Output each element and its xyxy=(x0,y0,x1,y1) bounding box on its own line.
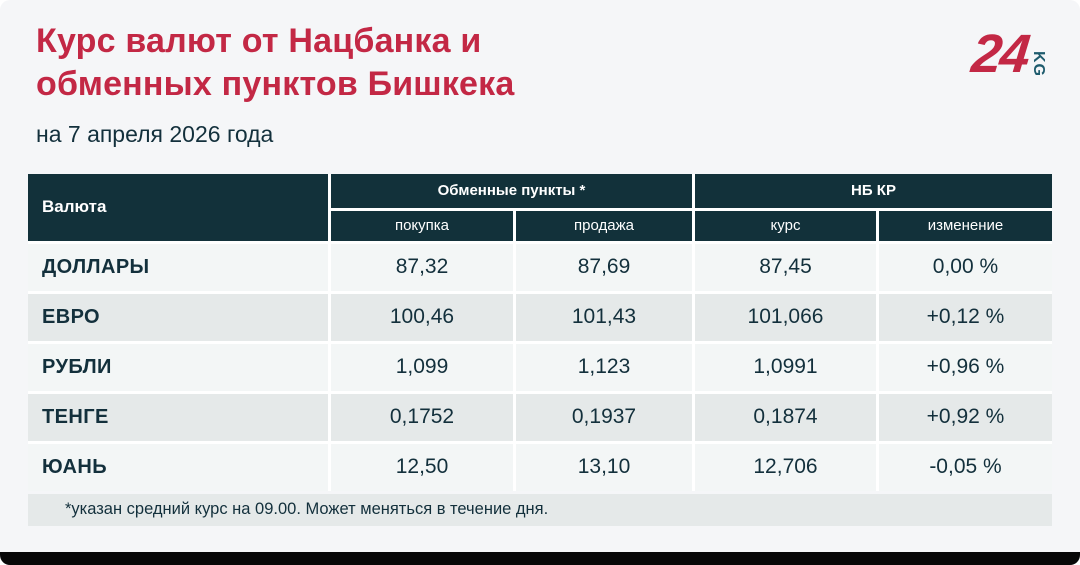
header-rate: курс xyxy=(695,210,876,241)
row-euro-name: ЕВРО xyxy=(28,293,328,341)
logo-24-icon: 24 xyxy=(968,24,1032,84)
row-dollars-change: 0,00 % xyxy=(879,243,1052,291)
header-currency: Валюта xyxy=(28,173,328,241)
row-yuan-buy: 12,50 xyxy=(331,443,513,491)
footnote-bar: *указан средний курс на 09.00. Может мен… xyxy=(28,493,1052,526)
row-rubles-name: РУБЛИ xyxy=(28,343,328,391)
row-tenge-name: ТЕНГЕ xyxy=(28,393,328,441)
header: Курс валют от Нацбанка и обменных пункто… xyxy=(0,0,1080,148)
logo-24kg: 24 KG xyxy=(968,24,1047,84)
page-title: Курс валют от Нацбанка и обменных пункто… xyxy=(36,20,515,106)
header-buy: покупка xyxy=(331,210,513,241)
header-group-exchange-points: Обменные пункты * xyxy=(331,173,692,208)
header-sell: продажа xyxy=(516,210,692,241)
row-yuan-change: -0,05 % xyxy=(879,443,1052,491)
logo-kg-label: KG xyxy=(1030,50,1047,77)
row-dollars-sell: 87,69 xyxy=(516,243,692,291)
header-group-nbkr: НБ КР xyxy=(695,173,1052,208)
row-euro-rate: 101,066 xyxy=(695,293,876,341)
page-title-line2: обменных пунктов Бишкека xyxy=(36,64,515,103)
row-dollars-rate: 87,45 xyxy=(695,243,876,291)
row-euro-change: +0,12 % xyxy=(879,293,1052,341)
page-title-line1: Курс валют от Нацбанка и xyxy=(36,22,482,60)
row-yuan-name: ЮАНЬ xyxy=(28,443,328,491)
bottom-bar xyxy=(0,552,1080,565)
footnote-text: *указан средний курс на 09.00. Может мен… xyxy=(65,500,549,519)
row-rubles-rate: 1,0991 xyxy=(695,343,876,391)
date-subtitle: на 7 апреля 2026 года xyxy=(36,120,274,147)
row-dollars-buy: 87,32 xyxy=(331,243,513,291)
row-dollars-name: ДОЛЛАРЫ xyxy=(28,243,328,291)
row-tenge-sell: 0,1937 xyxy=(516,393,692,441)
row-yuan-rate: 12,706 xyxy=(695,443,876,491)
row-tenge-buy: 0,1752 xyxy=(331,393,513,441)
row-rubles-change: +0,96 % xyxy=(879,343,1052,391)
row-euro-sell: 101,43 xyxy=(516,293,692,341)
row-yuan-sell: 13,10 xyxy=(516,443,692,491)
row-tenge-rate: 0,1874 xyxy=(695,393,876,441)
row-tenge-change: +0,92 % xyxy=(879,393,1052,441)
currency-rates-table: Валюта Обменные пункты * НБ КР покупка п… xyxy=(28,173,1052,491)
title-block: Курс валют от Нацбанка и обменных пункто… xyxy=(36,20,515,148)
row-rubles-buy: 1,099 xyxy=(331,343,513,391)
row-rubles-sell: 1,123 xyxy=(516,343,692,391)
row-euro-buy: 100,46 xyxy=(331,293,513,341)
header-change: изменение xyxy=(879,210,1052,241)
